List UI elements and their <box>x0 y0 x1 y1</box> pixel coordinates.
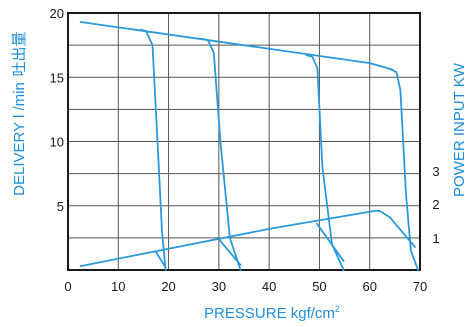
y-left-tick-label: 10 <box>50 135 64 150</box>
x-tick-label: 10 <box>111 279 125 294</box>
x-axis-title: PRESSURE kgf/cm2 <box>204 304 340 322</box>
y-right-tick-label: 1 <box>432 231 439 246</box>
y-left-tick-label: 20 <box>50 6 64 21</box>
series-line-delivery <box>200 37 242 271</box>
y-right-tick-label: 2 <box>432 197 439 212</box>
x-tick-label: 30 <box>212 279 226 294</box>
series-group <box>79 21 419 271</box>
y-left-tick-labels: 5 10 15 20 <box>50 6 64 214</box>
grid <box>68 13 420 270</box>
y-right-axis-title: POWER INPUT KW <box>451 62 468 197</box>
y-right-tick-labels: 1 2 3 <box>432 164 439 246</box>
y-left-axis-title: DELIVERY l /min <box>11 82 28 196</box>
series-line-delivery <box>139 28 167 271</box>
series-line-delivery <box>388 68 419 271</box>
x-tick-label: 70 <box>413 279 427 294</box>
plot-frame <box>67 12 421 271</box>
x-tick-label: 20 <box>161 279 175 294</box>
x-tick-label: 50 <box>312 279 326 294</box>
y-right-tick-label: 3 <box>432 164 439 179</box>
x-tick-labels: 0 10 20 30 40 50 60 70 <box>64 279 427 294</box>
series-line-power-drop <box>218 239 242 266</box>
series-line-power-drop <box>155 251 167 269</box>
x-tick-label: 60 <box>362 279 376 294</box>
series-line-delivery-envelope <box>79 21 394 71</box>
series-line-power-envelope <box>79 209 416 268</box>
y-left-tick-label: 5 <box>57 199 64 214</box>
y-left-tick-label: 15 <box>50 70 64 85</box>
x-tick-label: 0 <box>64 279 71 294</box>
x-tick-label: 40 <box>262 279 276 294</box>
y-left-axis-title-cjk: 吐出量 <box>11 31 28 76</box>
series-line-power-drop <box>315 222 345 262</box>
